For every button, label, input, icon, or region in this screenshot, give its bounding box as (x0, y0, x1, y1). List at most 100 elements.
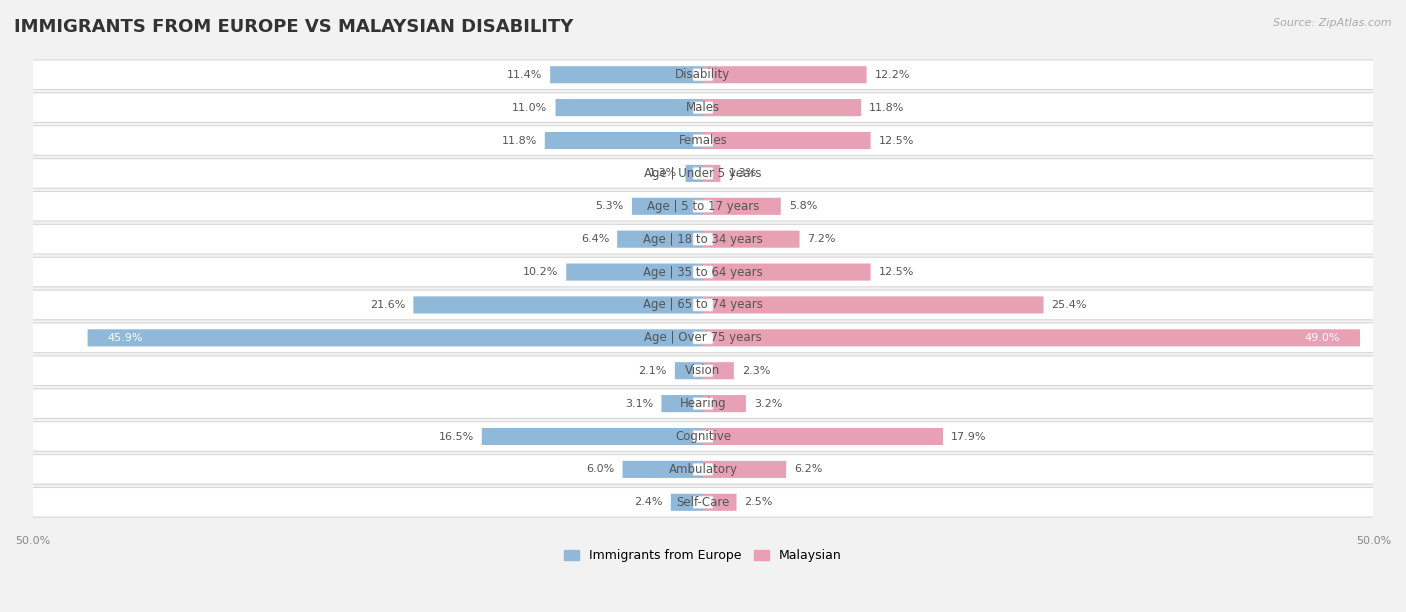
Text: 3.1%: 3.1% (626, 398, 654, 409)
FancyBboxPatch shape (32, 93, 1374, 122)
Text: 16.5%: 16.5% (439, 431, 474, 441)
FancyBboxPatch shape (703, 428, 943, 445)
FancyBboxPatch shape (550, 66, 703, 83)
FancyBboxPatch shape (703, 99, 862, 116)
Text: 2.4%: 2.4% (634, 498, 662, 507)
Text: 11.4%: 11.4% (506, 70, 543, 80)
Text: 25.4%: 25.4% (1052, 300, 1087, 310)
FancyBboxPatch shape (693, 299, 713, 312)
FancyBboxPatch shape (693, 463, 713, 476)
Text: IMMIGRANTS FROM EUROPE VS MALAYSIAN DISABILITY: IMMIGRANTS FROM EUROPE VS MALAYSIAN DISA… (14, 18, 574, 36)
Text: Age | 35 to 64 years: Age | 35 to 64 years (643, 266, 763, 278)
FancyBboxPatch shape (693, 102, 713, 114)
Text: 11.8%: 11.8% (502, 135, 537, 146)
FancyBboxPatch shape (693, 233, 713, 245)
Legend: Immigrants from Europe, Malaysian: Immigrants from Europe, Malaysian (560, 544, 846, 567)
FancyBboxPatch shape (703, 395, 747, 412)
FancyBboxPatch shape (32, 290, 1374, 319)
FancyBboxPatch shape (675, 362, 703, 379)
FancyBboxPatch shape (32, 257, 1374, 287)
Text: Age | 65 to 74 years: Age | 65 to 74 years (643, 299, 763, 312)
Text: 12.2%: 12.2% (875, 70, 910, 80)
FancyBboxPatch shape (32, 192, 1374, 221)
Text: Self-Care: Self-Care (676, 496, 730, 509)
Text: Age | Under 5 years: Age | Under 5 years (644, 167, 762, 180)
FancyBboxPatch shape (693, 200, 713, 212)
FancyBboxPatch shape (32, 455, 1374, 484)
FancyBboxPatch shape (661, 395, 703, 412)
FancyBboxPatch shape (631, 198, 703, 215)
Text: Source: ZipAtlas.com: Source: ZipAtlas.com (1274, 18, 1392, 28)
Text: 49.0%: 49.0% (1305, 333, 1340, 343)
FancyBboxPatch shape (32, 323, 1374, 353)
FancyBboxPatch shape (32, 60, 1374, 89)
FancyBboxPatch shape (413, 296, 703, 313)
Text: 3.2%: 3.2% (754, 398, 782, 409)
FancyBboxPatch shape (32, 159, 1374, 188)
FancyBboxPatch shape (32, 225, 1374, 254)
Text: 17.9%: 17.9% (950, 431, 987, 441)
FancyBboxPatch shape (555, 99, 703, 116)
FancyBboxPatch shape (703, 198, 780, 215)
FancyBboxPatch shape (482, 428, 703, 445)
FancyBboxPatch shape (703, 296, 1043, 313)
FancyBboxPatch shape (671, 494, 703, 511)
FancyBboxPatch shape (693, 332, 713, 344)
Text: Hearing: Hearing (679, 397, 727, 410)
FancyBboxPatch shape (703, 66, 866, 83)
FancyBboxPatch shape (703, 494, 737, 511)
Text: 2.5%: 2.5% (745, 498, 773, 507)
Text: 2.3%: 2.3% (742, 366, 770, 376)
FancyBboxPatch shape (32, 488, 1374, 517)
Text: Disability: Disability (675, 69, 731, 81)
FancyBboxPatch shape (693, 365, 713, 377)
Text: Cognitive: Cognitive (675, 430, 731, 443)
Text: Females: Females (679, 134, 727, 147)
FancyBboxPatch shape (703, 264, 870, 281)
FancyBboxPatch shape (32, 422, 1374, 451)
FancyBboxPatch shape (703, 231, 800, 248)
FancyBboxPatch shape (703, 461, 786, 478)
FancyBboxPatch shape (693, 266, 713, 278)
Text: 11.0%: 11.0% (512, 103, 547, 113)
FancyBboxPatch shape (544, 132, 703, 149)
FancyBboxPatch shape (32, 125, 1374, 155)
FancyBboxPatch shape (703, 362, 734, 379)
FancyBboxPatch shape (623, 461, 703, 478)
Text: 6.0%: 6.0% (586, 465, 614, 474)
Text: 1.3%: 1.3% (728, 168, 756, 179)
FancyBboxPatch shape (87, 329, 703, 346)
FancyBboxPatch shape (703, 165, 720, 182)
Text: 12.5%: 12.5% (879, 267, 914, 277)
Text: Age | 5 to 17 years: Age | 5 to 17 years (647, 200, 759, 213)
Text: 5.3%: 5.3% (596, 201, 624, 211)
Text: Age | Over 75 years: Age | Over 75 years (644, 331, 762, 345)
Text: Age | 18 to 34 years: Age | 18 to 34 years (643, 233, 763, 245)
Text: Ambulatory: Ambulatory (668, 463, 738, 476)
FancyBboxPatch shape (693, 134, 713, 147)
Text: 2.1%: 2.1% (638, 366, 666, 376)
Text: 11.8%: 11.8% (869, 103, 904, 113)
FancyBboxPatch shape (703, 329, 1360, 346)
Text: 21.6%: 21.6% (370, 300, 405, 310)
Text: 6.4%: 6.4% (581, 234, 609, 244)
FancyBboxPatch shape (693, 397, 713, 410)
FancyBboxPatch shape (567, 264, 703, 281)
Text: 1.3%: 1.3% (650, 168, 678, 179)
FancyBboxPatch shape (617, 231, 703, 248)
Text: 12.5%: 12.5% (879, 135, 914, 146)
Text: 6.2%: 6.2% (794, 465, 823, 474)
Text: 10.2%: 10.2% (523, 267, 558, 277)
FancyBboxPatch shape (32, 356, 1374, 386)
FancyBboxPatch shape (686, 165, 703, 182)
FancyBboxPatch shape (32, 389, 1374, 419)
FancyBboxPatch shape (693, 430, 713, 442)
FancyBboxPatch shape (703, 132, 870, 149)
FancyBboxPatch shape (693, 167, 713, 180)
FancyBboxPatch shape (693, 69, 713, 81)
Text: 5.8%: 5.8% (789, 201, 817, 211)
Text: 45.9%: 45.9% (108, 333, 143, 343)
FancyBboxPatch shape (693, 496, 713, 509)
Text: 7.2%: 7.2% (807, 234, 837, 244)
Text: Vision: Vision (685, 364, 721, 377)
